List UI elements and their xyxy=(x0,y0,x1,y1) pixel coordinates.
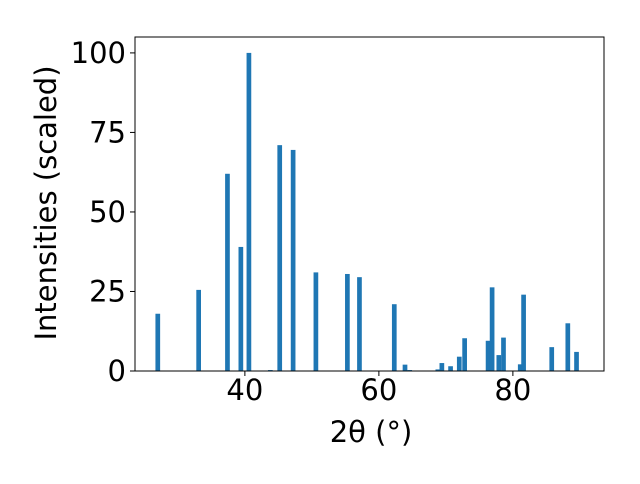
y-tick-label: 25 xyxy=(89,274,126,308)
x-tick-label: 40 xyxy=(226,373,263,407)
plot-frame xyxy=(134,36,605,372)
bar xyxy=(402,364,408,371)
bar xyxy=(435,369,441,371)
y-tick-label: 50 xyxy=(89,195,126,229)
bar xyxy=(549,347,555,371)
x-axis-label: 2θ (°) xyxy=(330,415,413,449)
bar xyxy=(496,355,502,371)
bars-layer xyxy=(155,52,579,372)
bar xyxy=(246,52,252,372)
x-tick-label: 80 xyxy=(494,373,531,407)
y-axis-label: Intensities (scaled) xyxy=(29,65,63,340)
bar xyxy=(313,272,319,371)
bar xyxy=(456,356,462,371)
bar xyxy=(196,289,201,371)
bar xyxy=(448,366,453,371)
bar xyxy=(501,337,506,371)
bar xyxy=(574,351,579,371)
bar xyxy=(391,304,397,371)
bar xyxy=(155,313,161,371)
x-tick-label: 60 xyxy=(360,373,397,407)
y-tick-label: 100 xyxy=(71,36,126,70)
bar xyxy=(565,323,571,371)
bar xyxy=(357,277,362,371)
bar xyxy=(290,149,296,371)
bar xyxy=(517,364,523,371)
bar xyxy=(485,340,491,371)
y-tick-label: 75 xyxy=(89,115,126,149)
bar xyxy=(462,338,467,371)
x-axis: 40 60 80 xyxy=(226,371,531,407)
bar xyxy=(439,363,445,371)
y-axis: 0 25 50 75 100 xyxy=(71,36,135,388)
bar xyxy=(225,173,230,371)
bar xyxy=(521,294,526,371)
y-tick-label: 0 xyxy=(108,354,126,388)
bar xyxy=(277,145,283,371)
bar xyxy=(238,246,244,371)
bar xyxy=(345,273,350,371)
bar xyxy=(489,287,495,371)
